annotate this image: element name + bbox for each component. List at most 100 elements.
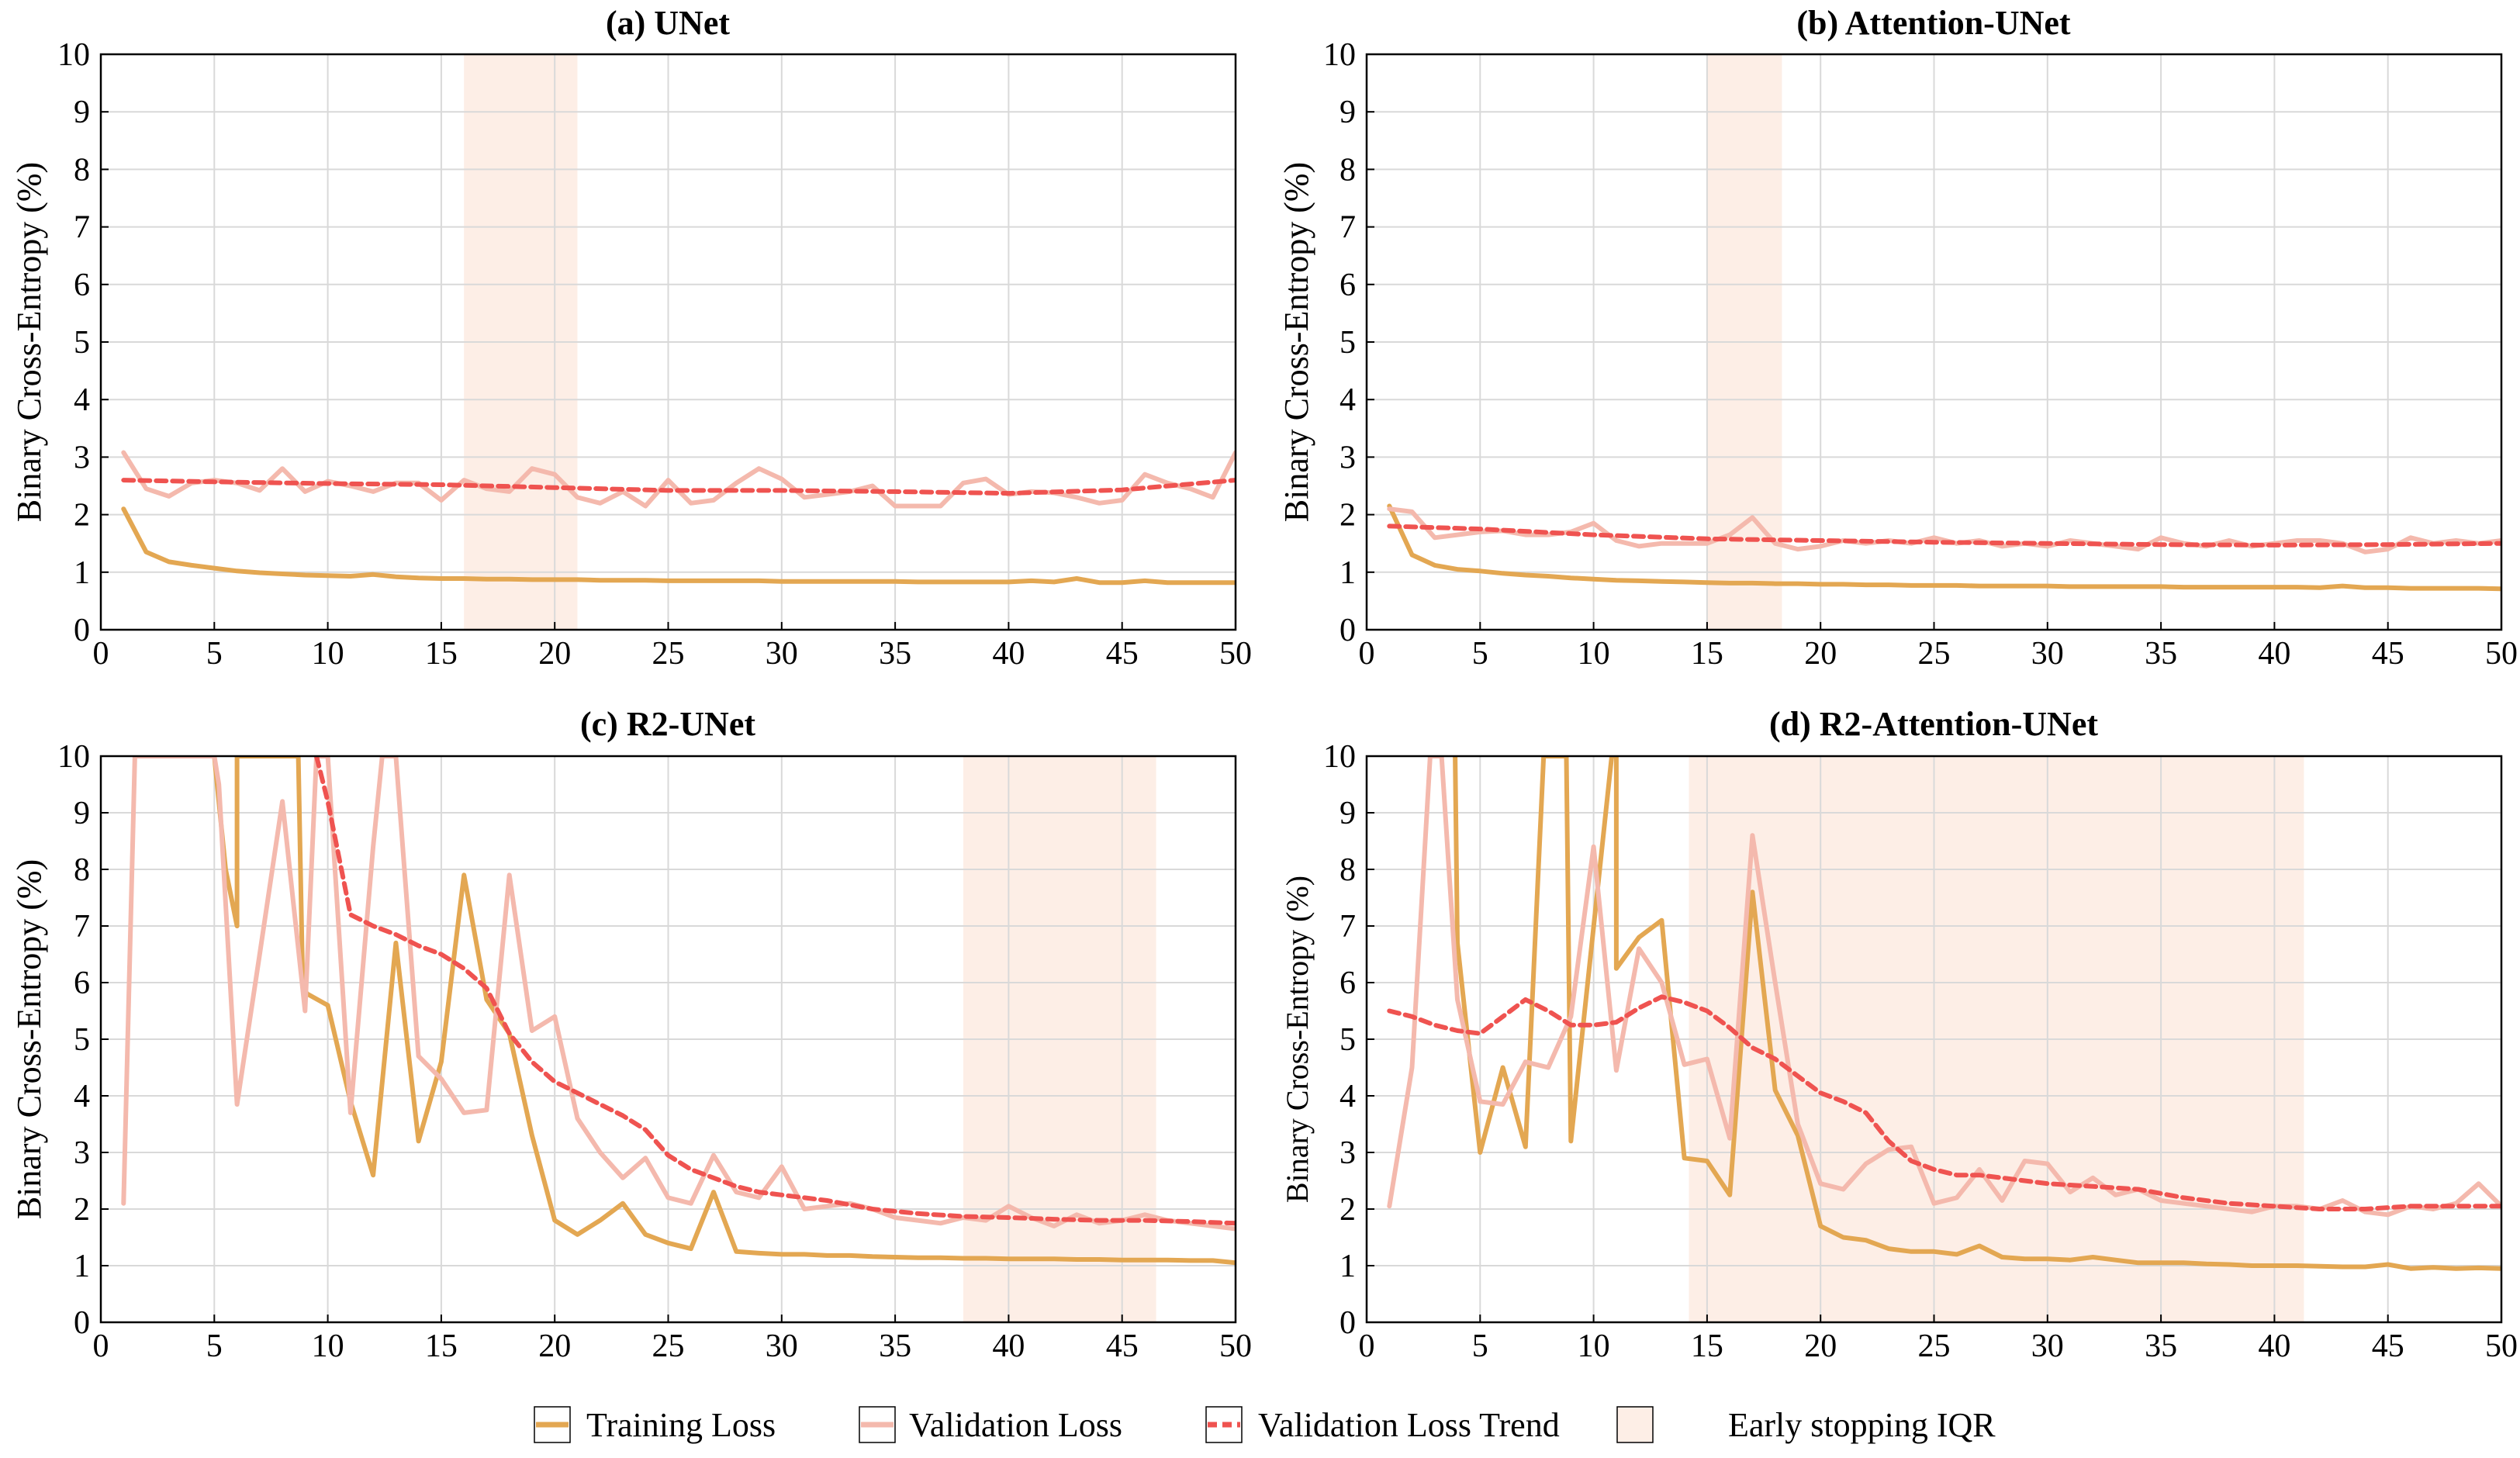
legend-item-iqr: Early stopping IQR [1616,1406,1996,1444]
y-tick-label: 0 [1340,613,1356,648]
training-loss-line [212,756,1236,1266]
training-loss-line [1453,756,2501,1271]
y-tick-label: 3 [74,1135,90,1171]
training-loss-line [1387,503,2501,592]
validation-trend-line [314,756,1236,1226]
y-tick-label: 8 [74,852,90,888]
panel-title: (a) UNet [606,4,730,42]
x-tick-label: 20 [538,1328,571,1364]
panel-unet: (a) UNet Binary Cross-Entropy (%) 0 5 10 15… [10,4,1252,672]
x-tick-label: 35 [879,1328,911,1364]
x-tick-label: 15 [1691,1328,1723,1364]
validation-trend-line [1387,523,2501,548]
y-axis-label: Binary Cross-Entropy (%) [10,162,48,522]
legend: Training Loss Validation Loss Validation… [534,1406,1996,1444]
panel-r2-unet: (c) R2-UNet Binary Cross-Entropy (%) 0 5 1… [10,705,1252,1364]
x-tick-label: 35 [879,636,911,672]
x-tick-label: 5 [206,636,223,672]
x-tick-label: 35 [2145,1328,2177,1364]
y-tick-label: 6 [74,966,90,1001]
y-tick-label: 7 [74,210,90,246]
y-tick-label: 2 [1340,498,1356,534]
y-tick-label: 9 [1340,796,1356,831]
x-tick-label: 40 [2258,1328,2290,1364]
y-axis-label: Binary Cross-Entropy (%) [1277,162,1315,522]
y-tick-label: 3 [1340,1135,1356,1171]
y-tick-label: 1 [1340,1249,1356,1284]
y-tick-label: 4 [74,382,90,418]
y-tick-label: 5 [74,325,90,361]
x-tick-label: 10 [1578,636,1610,672]
panel-title: (d) R2-Attention-UNet [1769,705,2098,743]
x-tick-label: 20 [1804,636,1837,672]
y-tick-label: 8 [1340,852,1356,888]
y-tick-label: 1 [74,1249,90,1284]
x-tick-label: 5 [1472,636,1488,672]
y-tick-label: 9 [74,95,90,130]
y-tick-label: 7 [1340,909,1356,945]
x-tick-label: 25 [652,1328,685,1364]
panel-r2-attention-unet: (d) R2-Attention-UNet Binary Cross-Entro… [1280,705,2518,1364]
y-tick-label: 2 [74,1192,90,1228]
x-tick-label: 30 [2031,1328,2064,1364]
x-tick-label: 50 [1219,636,1252,672]
validation-trend-line [121,478,1236,496]
x-tick-label: 0 [1359,636,1375,672]
y-tick-label: 6 [1340,268,1356,303]
x-tick-label: 15 [1691,636,1723,672]
x-tick-label: 25 [652,636,685,672]
panel-title: (c) R2-UNet [580,705,755,743]
legend-label-iqr: Early stopping IQR [1728,1406,1996,1444]
legend-item-trend: Validation Loss Trend [1205,1406,1560,1444]
legend-label-validation: Validation Loss [909,1406,1122,1444]
y-tick-label: 5 [1340,1022,1356,1058]
y-tick-label: 7 [74,909,90,945]
x-tick-label: 0 [93,1328,109,1364]
y-tick-label: 0 [74,1305,90,1341]
y-axis-label: Binary Cross-Entropy (%) [1280,876,1315,1203]
y-tick-label: 9 [74,796,90,831]
x-tick-label: 35 [2145,636,2177,672]
y-tick-label: 5 [74,1022,90,1058]
x-tick-label: 5 [206,1328,223,1364]
x-tick-label: 10 [312,1328,344,1364]
legend-swatch-iqr [1616,1406,1654,1443]
y-tick-label: 3 [74,440,90,475]
y-tick-label: 4 [1340,1079,1356,1114]
validation-trend-line [1387,994,2501,1211]
panel-attention-unet: (b) Attention-UNet Binary Cross-Entropy … [1277,4,2518,672]
y-tick-label: 1 [1340,555,1356,591]
x-tick-label: 20 [1804,1328,1837,1364]
y-tick-label: 0 [74,613,90,648]
x-tick-label: 45 [2372,636,2404,672]
training-loss-line [121,506,1236,586]
x-tick-label: 15 [425,636,458,672]
legend-item-training: Training Loss [534,1406,776,1444]
x-tick-label: 45 [2372,1328,2404,1364]
panel-title: (b) Attention-UNet [1796,4,2071,42]
y-tick-label: 1 [74,555,90,591]
y-tick-label: 2 [74,498,90,534]
x-tick-label: 15 [425,1328,458,1364]
y-tick-label: 8 [1340,152,1356,188]
grid [1367,54,2501,630]
y-axis-label: Binary Cross-Entropy (%) [10,859,48,1219]
validation-loss-line [121,756,1236,1232]
x-tick-label: 0 [93,636,109,672]
y-tick-label: 6 [74,268,90,303]
grid [1367,756,2501,1322]
legend-label-training: Training Loss [586,1406,776,1444]
y-tick-label: 8 [74,152,90,188]
legend-label-trend: Validation Loss Trend [1258,1406,1560,1444]
x-tick-label: 50 [2485,1328,2518,1364]
x-tick-label: 45 [1106,1328,1139,1364]
x-tick-label: 10 [312,636,344,672]
y-tick-label: 5 [1340,325,1356,361]
y-tick-label: 0 [1340,1305,1356,1341]
y-tick-label: 6 [1340,966,1356,1001]
y-tick-label: 3 [1340,440,1356,475]
